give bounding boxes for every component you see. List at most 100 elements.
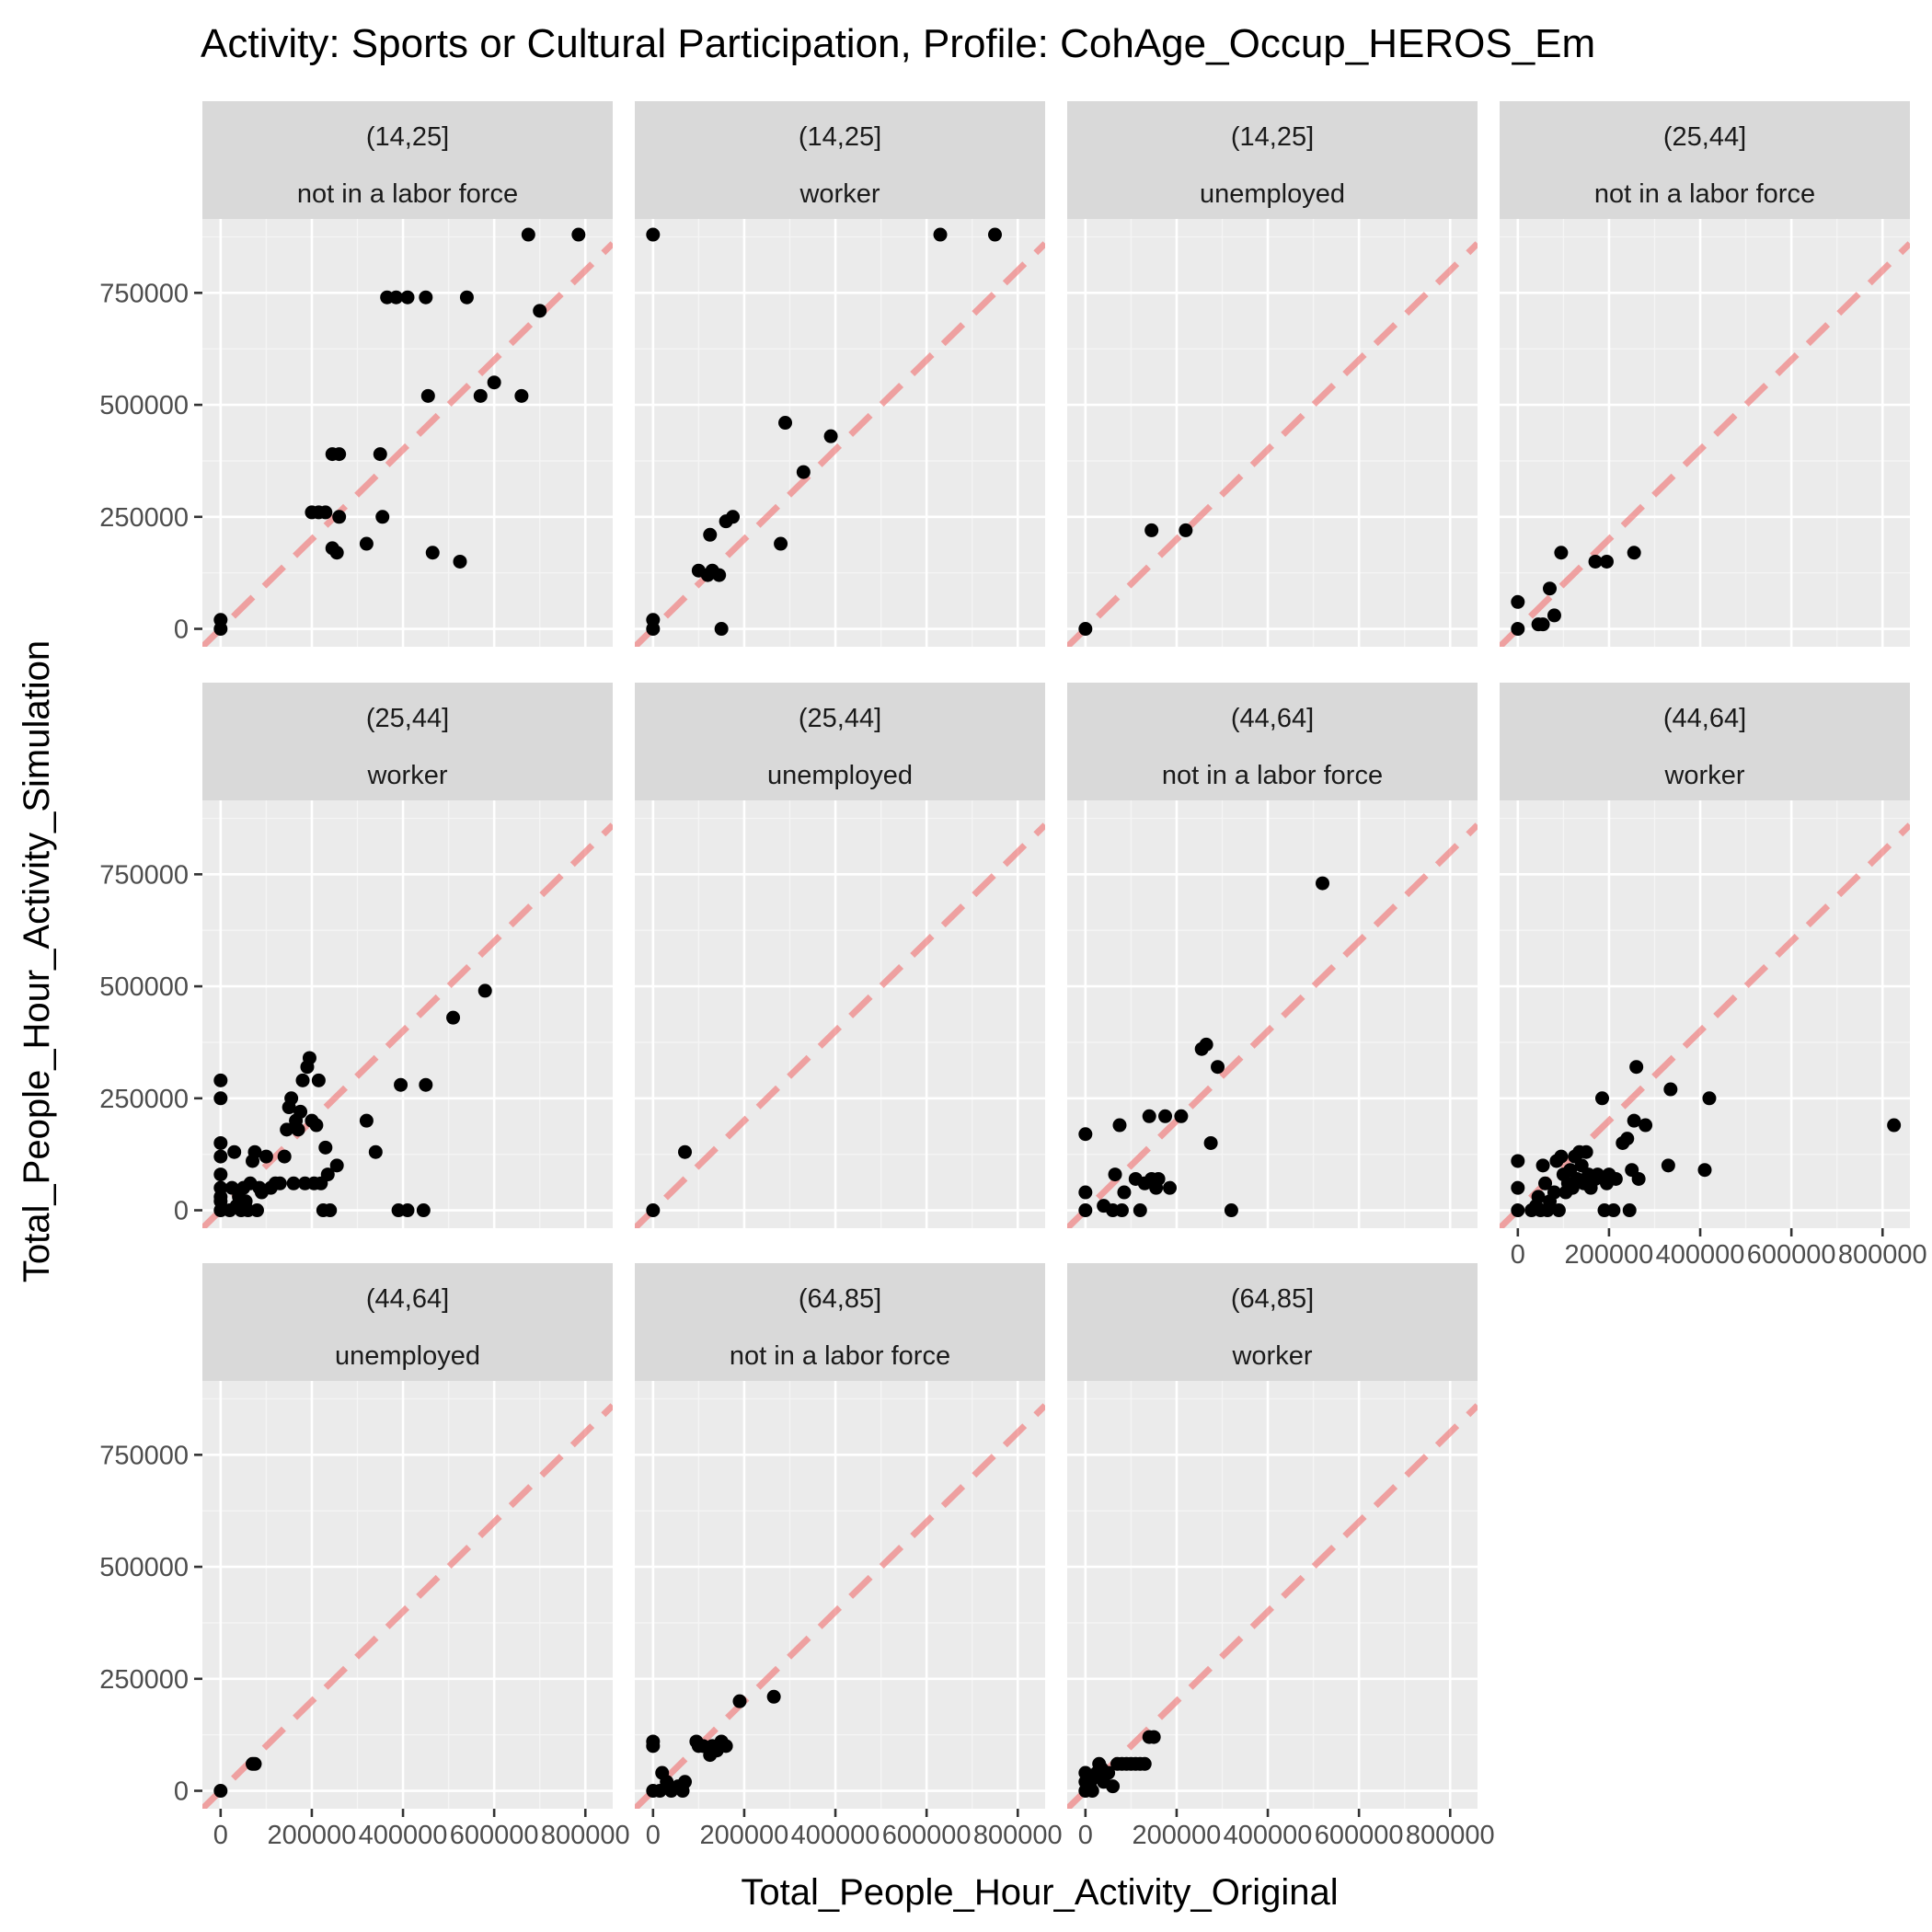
facet-strip [1500,683,1910,800]
data-point [368,1144,383,1159]
data-point [1511,1203,1525,1218]
data-point [1142,1109,1156,1123]
y-axis-title: Total_People_Hour_Activity_Simulation [17,640,57,1282]
facet-strip [1067,101,1478,219]
data-point [1547,608,1561,623]
y-tick-label: 500000 [99,1553,189,1582]
facet-label-age: (14,25] [1231,122,1314,152]
data-point [302,1051,316,1065]
facet-label-age: (25,44] [366,704,449,733]
facet-label-age: (25,44] [1663,122,1746,152]
data-point [646,1734,661,1749]
data-point [425,546,440,560]
data-point [1631,1171,1646,1186]
data-point [277,1149,292,1164]
data-point [419,1077,433,1092]
panel-64-85-not-in-a-labor-force: (64,85] not in a labor force 0 200000 400000… [635,1263,1063,1850]
identity-reference-line [1067,822,1478,1228]
panel-14-25-unemployed: (14,25] unemployed [1067,101,1478,647]
data-point [259,1149,273,1164]
y-tick-label: 0 [174,1197,189,1226]
identity-reference-line [1067,1403,1478,1809]
data-point [213,1073,228,1087]
data-point [213,1135,228,1150]
data-point [359,1113,374,1128]
data-point [1551,1203,1566,1218]
x-tick-label: 200000 [1565,1240,1654,1270]
data-point [1114,1203,1129,1218]
facet-strip [202,1263,613,1381]
data-point [284,1091,299,1106]
data-point [1146,1730,1161,1744]
data-point [1661,1158,1675,1173]
data-point [732,1694,747,1708]
data-point [309,1118,324,1133]
x-tick-label: 800000 [541,1821,630,1850]
data-point [646,613,661,627]
data-point [320,1167,335,1182]
x-tick-label: 800000 [1838,1240,1927,1270]
facet-label-age: (14,25] [366,122,449,152]
data-point [1078,1127,1093,1142]
data-point [1511,622,1525,637]
identity-reference-line [1500,822,1910,1228]
data-point [272,1176,287,1190]
data-point [416,1203,431,1218]
facet-strip [635,101,1045,219]
facet-label-occupation: worker [1231,1341,1312,1371]
x-tick-label: 600000 [1747,1240,1836,1270]
data-point [329,1158,344,1173]
data-point [1579,1144,1593,1159]
data-point [419,290,433,305]
data-point [1639,1118,1653,1133]
data-point [1085,1784,1099,1799]
data-point [373,447,387,462]
x-tick-label: 200000 [700,1821,789,1850]
data-point [453,554,467,569]
panel-plot-area [1067,822,1478,1228]
data-point [1117,1185,1132,1200]
data-point [1538,1176,1553,1190]
y-tick-label: 0 [174,1777,189,1807]
data-point [678,1775,693,1789]
data-point [227,1144,242,1159]
y-tick-label: 750000 [99,279,189,308]
data-point [311,1073,326,1087]
facet-label-occupation: worker [1663,761,1744,790]
panel-25-44-not-in-a-labor-force: (25,44] not in a labor force [1500,101,1910,647]
data-point [1174,1109,1189,1123]
x-tick-label: 400000 [791,1821,880,1850]
x-tick-label: 200000 [1133,1821,1222,1850]
data-point [719,1739,733,1754]
facet-label-occupation: worker [799,179,880,209]
data-point [533,304,547,318]
data-point [1108,1167,1122,1182]
data-point [1511,594,1525,609]
y-tick-label: 500000 [99,391,189,420]
data-point [1316,876,1330,891]
data-point [1702,1091,1717,1106]
data-point [1112,1118,1127,1133]
data-point [1133,1203,1147,1218]
data-point [514,388,529,403]
data-point [286,1176,301,1190]
data-point [571,227,586,242]
data-point [726,510,741,524]
facet-strip [1067,1263,1478,1381]
facet-strip [1500,101,1910,219]
data-point [703,527,718,542]
data-point [1078,622,1093,637]
panel-plot-area [635,822,1045,1228]
data-point [420,388,435,403]
panel-plot-area [1500,241,1910,647]
data-point [1588,554,1603,569]
data-point [1078,1185,1093,1200]
facet-strip [202,683,613,800]
facet-strip [1067,683,1478,800]
data-point [477,983,492,998]
facet-strip [202,101,613,219]
y-tick-label: 0 [174,615,189,645]
x-tick-label: 0 [646,1821,661,1850]
data-point [1697,1163,1712,1178]
